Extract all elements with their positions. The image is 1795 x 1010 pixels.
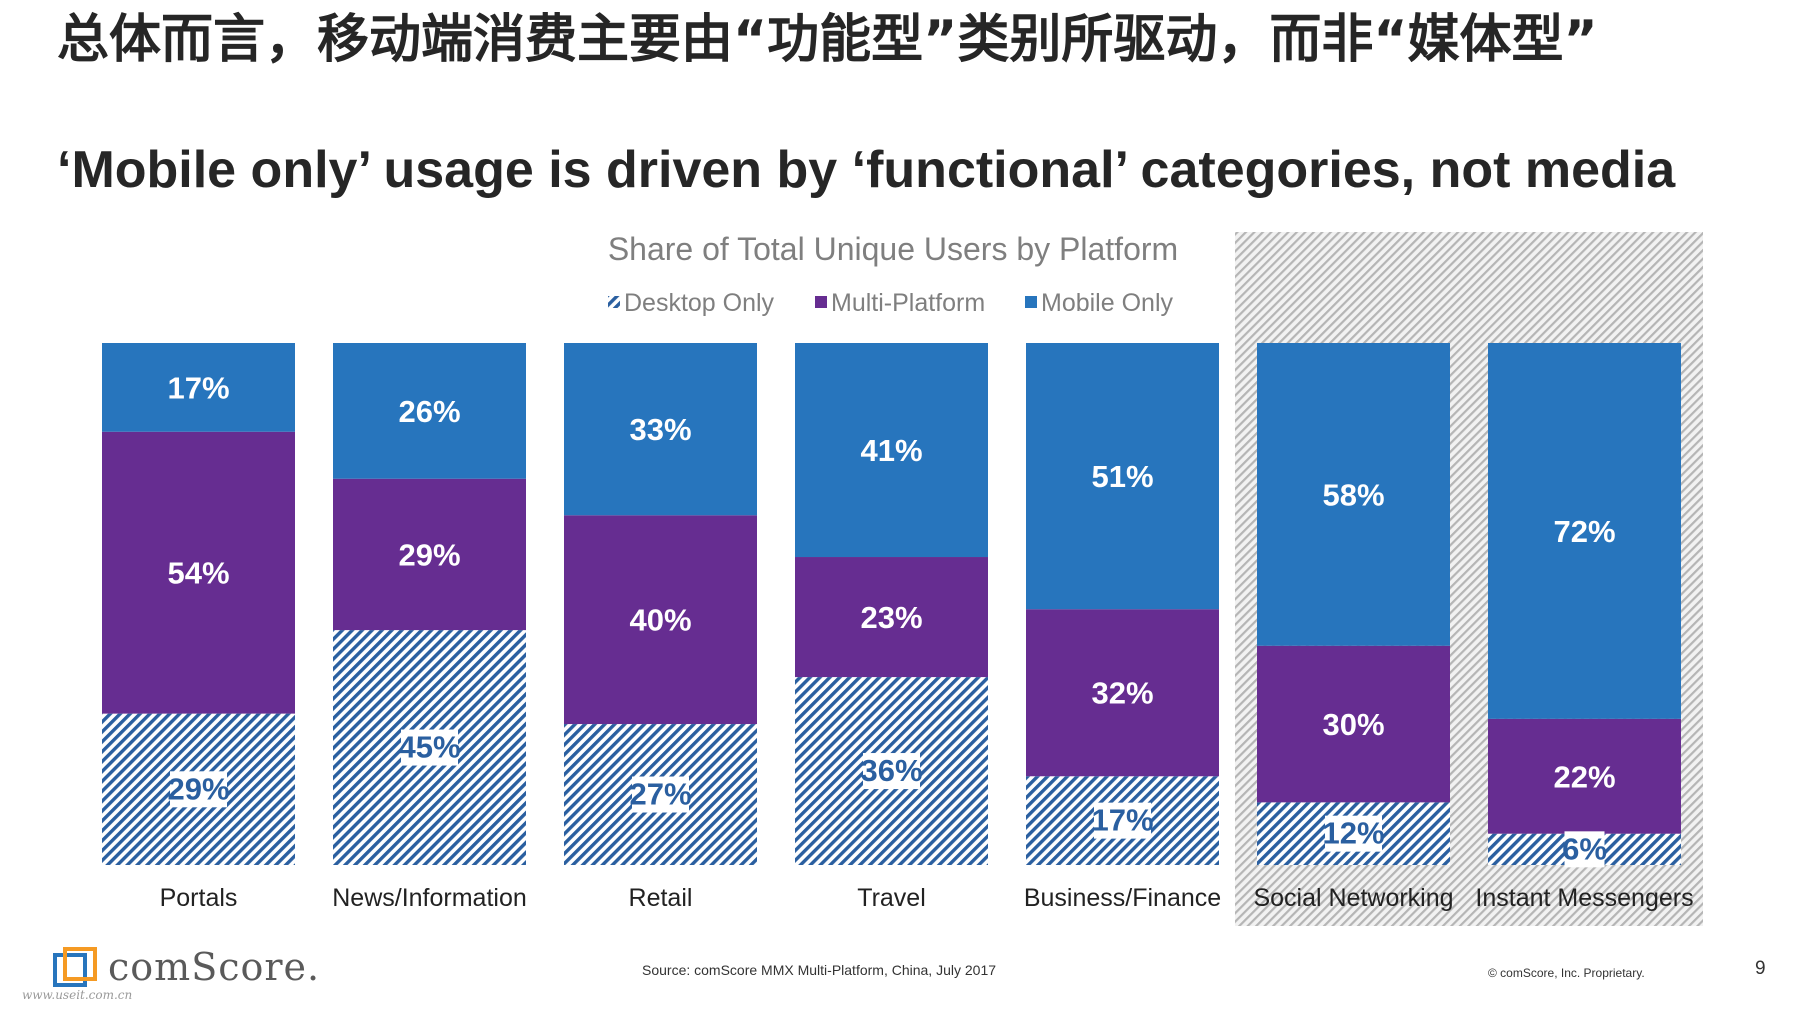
data-label-multi-platform-news-information: 29%	[398, 537, 460, 572]
data-label-box-desktop-portals	[170, 771, 227, 808]
bar-multi-platform-news-information	[333, 478, 526, 631]
data-label-desktop-travel: 36%	[860, 753, 922, 788]
data-label-multi-platform-instant-messengers: 22%	[1553, 759, 1615, 794]
data-label-mobile-only-instant-messengers: 72%	[1553, 514, 1615, 549]
chart-title: Share of Total Unique Users by Platform	[608, 231, 1178, 267]
category-label-portals: Portals	[160, 884, 238, 912]
page-title-english: ‘Mobile only’ usage is driven by ‘functi…	[57, 141, 1676, 199]
bar-mobile-only-portals	[102, 343, 295, 432]
bar-multi-platform-business-finance	[1026, 609, 1219, 777]
data-label-mobile-only-portals: 17%	[167, 370, 229, 405]
data-label-mobile-only-travel: 41%	[860, 433, 922, 468]
bar-mobile-only-retail	[564, 343, 757, 516]
comscore-logo: comScore.	[52, 945, 319, 989]
bar-multi-platform-travel	[795, 557, 988, 678]
data-label-multi-platform-retail: 40%	[629, 603, 691, 638]
watermark: www.useit.com.cn	[22, 988, 133, 1002]
bar-multi-platform-instant-messengers	[1488, 718, 1681, 834]
data-label-box-desktop-business-finance	[1094, 802, 1151, 839]
bar-mobile-only-travel	[795, 343, 988, 558]
category-label-social-networking: Social Networking	[1253, 884, 1453, 912]
bar-multi-platform-social-networking	[1257, 645, 1450, 803]
source-note: Source: comScore MMX Multi-Platform, Chi…	[642, 962, 997, 978]
legend-swatch-multi-platform	[815, 296, 827, 308]
comscore-logo-text: comScore.	[108, 945, 321, 989]
copyright-note: © comScore, Inc. Proprietary.	[1488, 966, 1645, 980]
data-label-multi-platform-social-networking: 30%	[1322, 707, 1384, 742]
data-label-multi-platform-travel: 23%	[860, 600, 922, 635]
data-label-mobile-only-retail: 33%	[629, 412, 691, 447]
category-label-retail: Retail	[629, 884, 693, 912]
category-label-business-finance: Business/Finance	[1024, 884, 1221, 912]
category-label-news-information: News/Information	[332, 884, 527, 912]
page-number: 9	[1755, 958, 1766, 979]
bar-mobile-only-instant-messengers	[1488, 343, 1681, 719]
data-label-mobile-only-business-finance: 51%	[1091, 459, 1153, 494]
category-label-instant-messengers: Instant Messengers	[1475, 884, 1693, 912]
legend-label-desktop-only: Desktop Only	[624, 289, 775, 317]
data-label-desktop-instant-messengers: 6%	[1562, 831, 1607, 866]
data-label-box-desktop-social-networking	[1325, 815, 1382, 852]
bar-mobile-only-news-information	[333, 343, 526, 479]
data-label-desktop-retail: 27%	[629, 777, 691, 812]
data-label-box-desktop-retail	[632, 776, 689, 813]
bar-multi-platform-portals	[102, 431, 295, 714]
data-label-desktop-news-information: 45%	[398, 730, 460, 765]
bar-multi-platform-retail	[564, 515, 757, 725]
category-label-travel: Travel	[857, 884, 926, 912]
legend-label-multi-platform: Multi-Platform	[831, 289, 985, 317]
data-label-multi-platform-business-finance: 32%	[1091, 676, 1153, 711]
data-label-box-desktop-travel	[863, 753, 920, 790]
legend-label-mobile-only: Mobile Only	[1041, 289, 1173, 317]
bar-mobile-only-social-networking	[1257, 343, 1450, 646]
comscore-logo-icon	[53, 947, 97, 987]
data-label-desktop-business-finance: 17%	[1091, 803, 1153, 838]
data-label-multi-platform-portals: 54%	[167, 556, 229, 591]
page-title-chinese: 总体而言，移动端消费主要由“功能型”类别所驱动，而非“媒体型”	[57, 10, 1598, 70]
data-label-mobile-only-social-networking: 58%	[1322, 477, 1384, 512]
data-label-desktop-social-networking: 12%	[1322, 816, 1384, 851]
data-label-mobile-only-news-information: 26%	[398, 394, 460, 429]
data-label-desktop-portals: 29%	[167, 771, 229, 806]
legend-swatch-desktop-only	[608, 296, 620, 308]
legend-swatch-mobile-only	[1025, 296, 1037, 308]
data-label-box-desktop-news-information	[401, 729, 458, 766]
data-label-box-desktop-instant-messengers	[1564, 831, 1605, 868]
stacked-bar-chart: Share of Total Unique Users by Platform …	[102, 231, 1703, 926]
bar-mobile-only-business-finance	[1026, 343, 1219, 610]
